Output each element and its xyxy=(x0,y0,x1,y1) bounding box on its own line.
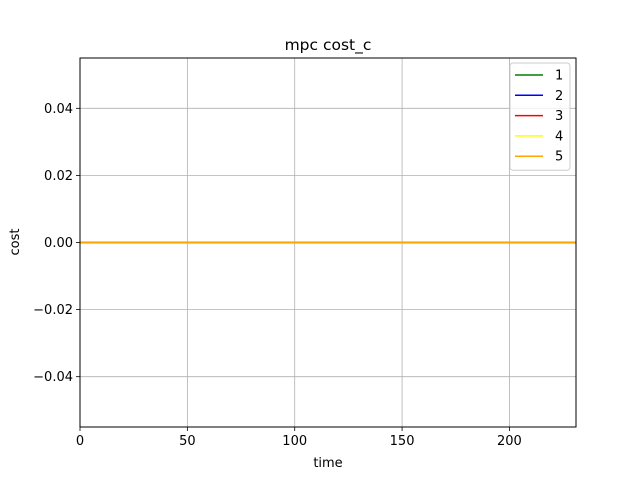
legend-label-3: 3 xyxy=(555,109,563,124)
y-tick-label: 0.02 xyxy=(44,169,73,184)
y-axis-label: cost xyxy=(8,229,23,256)
legend-box xyxy=(509,62,571,171)
x-tick-label: 100 xyxy=(282,434,307,449)
x-axis-label: time xyxy=(313,456,342,471)
legend-label-2: 2 xyxy=(555,89,563,104)
legend-label-5: 5 xyxy=(555,150,563,165)
y-tick-label: 0.00 xyxy=(44,236,73,251)
y-axis-ticks: −0.04 −0.02 0.00 0.02 0.04 xyxy=(33,102,80,385)
y-tick-label: −0.02 xyxy=(33,303,73,318)
x-tick-label: 50 xyxy=(179,434,196,449)
legend: 1 2 3 4 5 xyxy=(509,62,571,171)
x-axis-ticks: 0 50 100 150 200 xyxy=(76,427,522,449)
x-tick-label: 200 xyxy=(497,434,522,449)
x-tick-label: 150 xyxy=(390,434,415,449)
y-tick-label: 0.04 xyxy=(44,102,73,117)
chart-title: mpc cost_c xyxy=(285,36,372,55)
legend-label-4: 4 xyxy=(555,129,563,144)
x-tick-label: 0 xyxy=(76,434,84,449)
y-tick-label: −0.04 xyxy=(33,370,73,385)
legend-label-1: 1 xyxy=(555,69,563,84)
